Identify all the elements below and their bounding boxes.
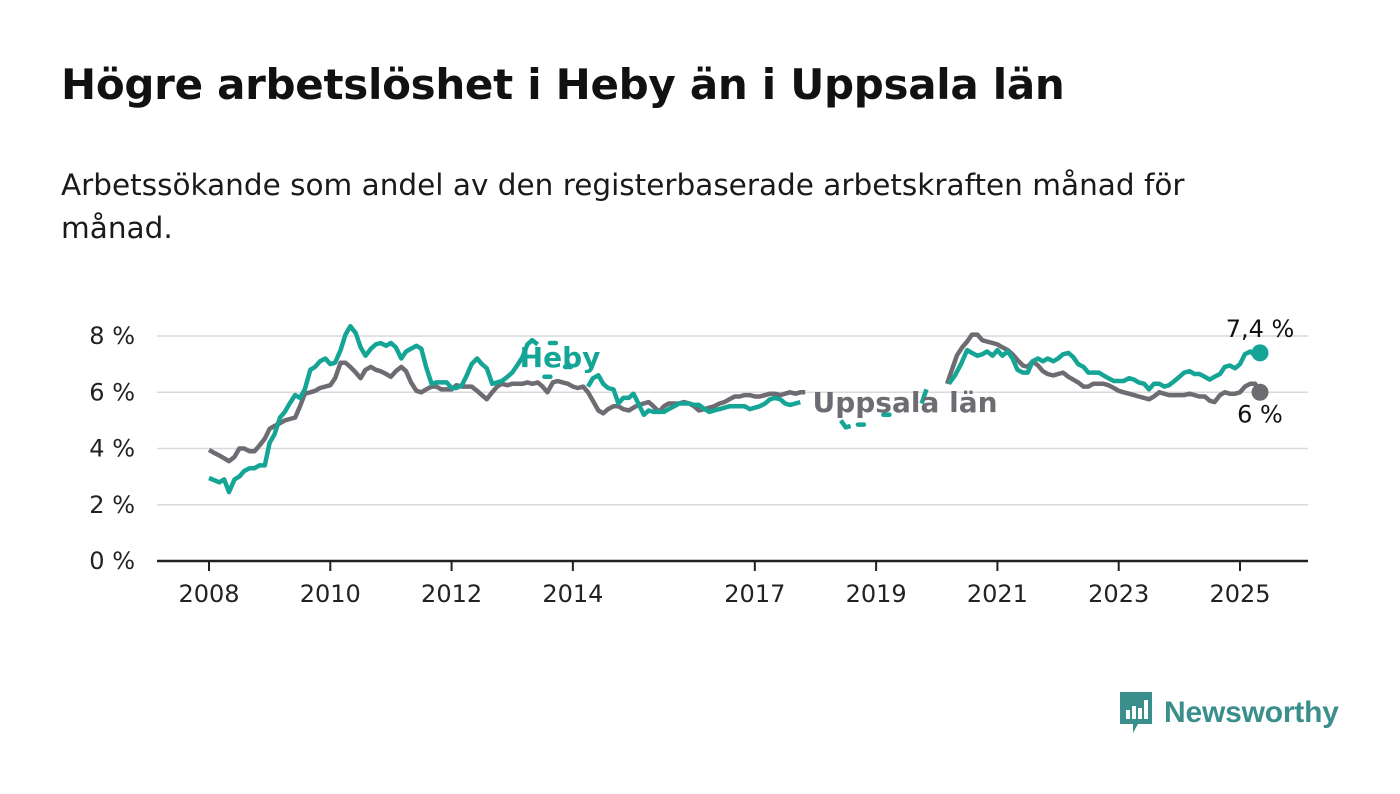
chart-title: Högre arbetslöshet i Heby än i Uppsala l… [61, 60, 1065, 109]
y-tick-label: 0 % [89, 547, 135, 575]
y-axis-labels: 0 % 2 % 4 % 6 % 8 % [89, 322, 135, 575]
series-line [947, 347, 1262, 392]
series-label-heby: Heby [520, 341, 601, 374]
x-tick-label: 2008 [178, 580, 239, 608]
x-tick-label: 2010 [300, 580, 361, 608]
x-axis: 2008 2010 2012 2014 2017 2019 2021 2023 2025 [157, 559, 1308, 608]
grid-lines [157, 335, 1308, 506]
series-line [839, 419, 852, 430]
series-line [208, 323, 540, 495]
series-labels: Heby Uppsala län 7,4 % 6 % [520, 315, 1295, 428]
x-tick-label: 2012 [421, 580, 482, 608]
end-point-marker [1251, 344, 1269, 362]
y-tick-label: 8 % [89, 322, 135, 350]
end-label-uppsala: 6 % [1237, 400, 1283, 428]
chart-subtitle: Arbetssökande som andel av den registerb… [61, 168, 1185, 245]
x-tick-label: 2023 [1088, 580, 1149, 608]
newsworthy-logo-text: Newsworthy [1164, 696, 1339, 729]
end-label-heby: 7,4 % [1226, 315, 1295, 343]
series-lines [207, 323, 1269, 495]
series-heby [208, 323, 1269, 495]
y-tick-label: 2 % [89, 491, 135, 519]
x-tick-label: 2025 [1209, 580, 1270, 608]
x-tick-label: 2021 [967, 580, 1028, 608]
x-tick-label: 2014 [542, 580, 603, 608]
series-label-uppsala: Uppsala län [812, 386, 997, 419]
newsworthy-logo[interactable]: Newsworthy [1118, 690, 1339, 736]
y-tick-label: 4 % [89, 435, 135, 463]
series-line [919, 388, 929, 405]
end-point-marker [1251, 383, 1269, 401]
series-line [944, 332, 1262, 405]
x-tick-label: 2017 [724, 580, 785, 608]
series-line [586, 373, 801, 418]
y-tick-label: 6 % [89, 378, 135, 406]
newsworthy-logo-icon [1120, 692, 1152, 733]
x-tick-label: 2019 [846, 580, 907, 608]
